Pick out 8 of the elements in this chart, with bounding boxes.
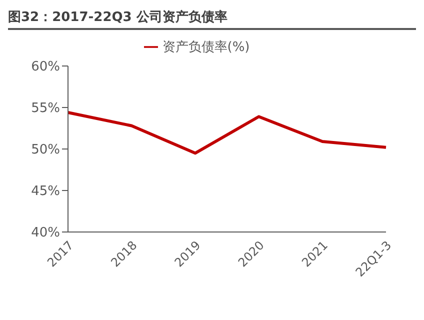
line-series	[66, 110, 388, 155]
chart-title: 图32：2017-22Q3 公司资产负债率	[8, 8, 416, 30]
y-tick-label: 40%	[31, 226, 60, 241]
y-tick-label: 55%	[31, 101, 60, 116]
y-tick-label: 50%	[31, 142, 60, 158]
legend-label: 资产负债率(%)	[162, 40, 250, 55]
y-tick-label: 60%	[31, 60, 60, 75]
y-tick-label: 45%	[31, 184, 60, 200]
